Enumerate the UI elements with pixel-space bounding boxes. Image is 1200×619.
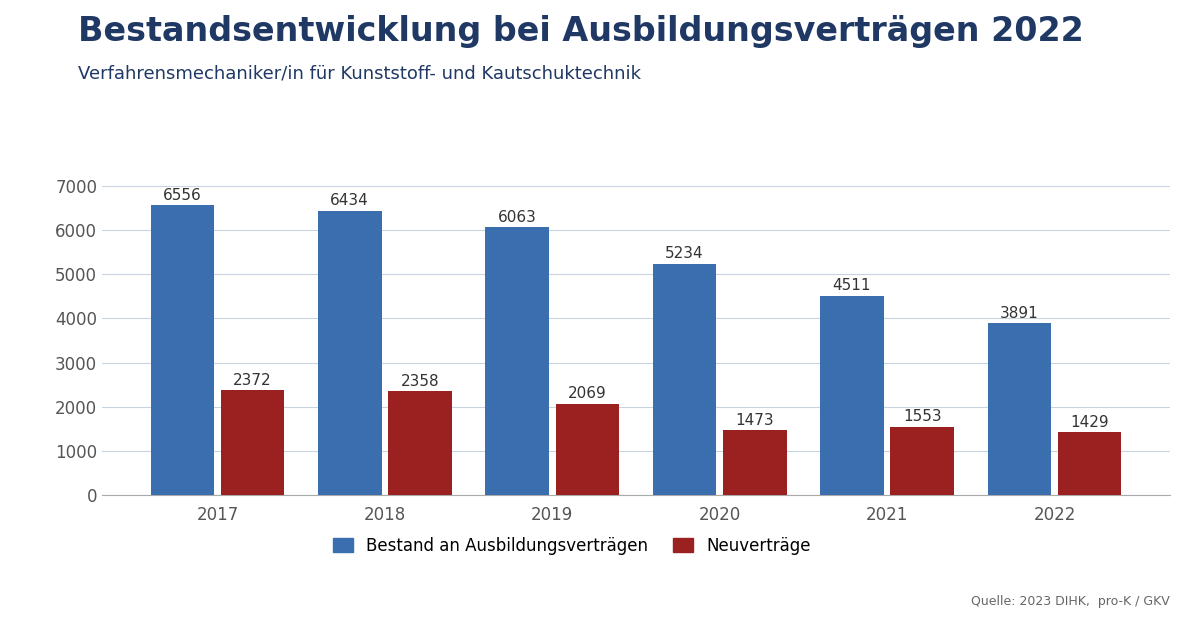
Text: 2358: 2358: [401, 373, 439, 389]
Bar: [1058, 432, 1122, 495]
Text: 1553: 1553: [902, 409, 942, 424]
Text: 1473: 1473: [736, 413, 774, 428]
Bar: [653, 264, 716, 495]
Text: Verfahrensmechaniker/in für Kunststoff- und Kautschuktechnik: Verfahrensmechaniker/in für Kunststoff- …: [78, 65, 641, 83]
Text: 2069: 2069: [568, 386, 607, 401]
Text: 6556: 6556: [163, 188, 202, 203]
Bar: [389, 391, 452, 495]
Text: 6063: 6063: [498, 210, 536, 225]
Bar: [150, 206, 214, 495]
Text: 5234: 5234: [665, 246, 704, 261]
Bar: [724, 430, 787, 495]
Text: 1429: 1429: [1070, 415, 1109, 430]
Text: 3891: 3891: [1000, 306, 1039, 321]
Text: Bestandsentwicklung bei Ausbildungsverträgen 2022: Bestandsentwicklung bei Ausbildungsvertr…: [78, 15, 1084, 48]
Bar: [556, 404, 619, 495]
Bar: [318, 210, 382, 495]
Text: 2372: 2372: [233, 373, 272, 388]
Bar: [988, 323, 1051, 495]
Text: 4511: 4511: [833, 279, 871, 293]
Bar: [820, 296, 883, 495]
Bar: [485, 227, 548, 495]
Text: 6434: 6434: [330, 193, 370, 208]
Bar: [890, 426, 954, 495]
Text: Quelle: 2023 DIHK,  pro-K / GKV: Quelle: 2023 DIHK, pro-K / GKV: [971, 595, 1170, 608]
Bar: [221, 391, 284, 495]
Legend: Bestand an Ausbildungsverträgen, Neuverträge: Bestand an Ausbildungsverträgen, Neuvert…: [332, 537, 811, 555]
